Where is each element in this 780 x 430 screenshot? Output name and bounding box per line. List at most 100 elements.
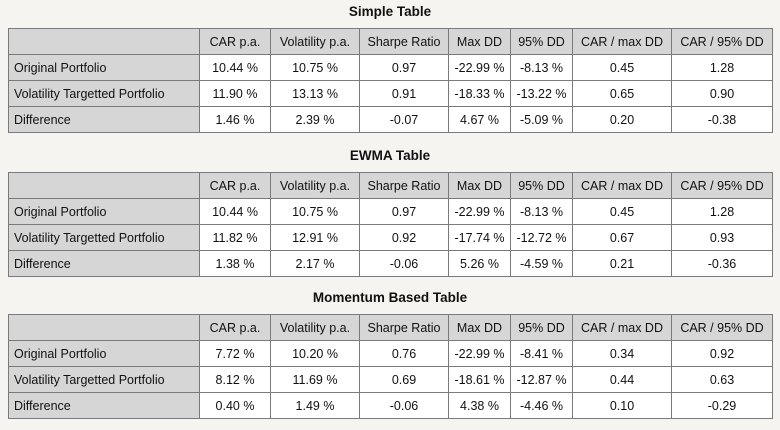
row-label: Original Portfolio — [8, 54, 200, 81]
table-cell: 0.92 — [671, 340, 773, 367]
column-header: Max DD — [448, 172, 511, 199]
column-header: CAR p.a. — [199, 28, 271, 55]
table-cell: 1.28 — [671, 54, 773, 81]
table-title: Simple Table — [348, 4, 432, 19]
table-row: Difference 1.46 % 2.39 % -0.07 4.67 % -5… — [8, 106, 773, 133]
row-label: Difference — [8, 106, 200, 133]
column-header: 95% DD — [510, 28, 573, 55]
table-cell: 0.63 — [671, 366, 773, 393]
table-cell: -0.38 — [671, 106, 773, 133]
column-header: Sharpe Ratio — [359, 172, 449, 199]
table-cell: 13.13 % — [270, 80, 360, 107]
table-row: Original Portfolio 7.72 % 10.20 % 0.76 -… — [8, 340, 773, 367]
table-cell: 1.28 — [671, 198, 773, 225]
simple-table: CAR p.a. Volatility p.a. Sharpe Ratio Ma… — [8, 28, 773, 133]
table-cell: -22.99 % — [448, 54, 511, 81]
corner-cell — [8, 314, 200, 341]
table-cell: 12.91 % — [270, 224, 360, 251]
table-cell: -0.07 — [359, 106, 449, 133]
column-header: CAR / 95% DD — [671, 314, 773, 341]
table-cell: -4.59 % — [510, 250, 573, 277]
column-header: Volatility p.a. — [270, 28, 360, 55]
table-cell: 0.21 — [572, 250, 672, 277]
table-cell: 10.44 % — [199, 54, 271, 81]
row-label: Volatility Targetted Portfolio — [8, 80, 200, 107]
table-cell: -0.06 — [359, 392, 449, 419]
table-cell: 2.17 % — [270, 250, 360, 277]
table-cell: 0.97 — [359, 54, 449, 81]
ewma-table: CAR p.a. Volatility p.a. Sharpe Ratio Ma… — [8, 172, 773, 277]
corner-cell — [8, 28, 200, 55]
column-header: CAR p.a. — [199, 314, 271, 341]
table-cell: 1.49 % — [270, 392, 360, 419]
table-cell: 2.39 % — [270, 106, 360, 133]
table-cell: 11.90 % — [199, 80, 271, 107]
table-row: Volatility Targetted Portfolio 11.90 % 1… — [8, 80, 773, 107]
column-header: Max DD — [448, 314, 511, 341]
table-cell: -8.41 % — [510, 340, 573, 367]
table-row: Volatility Targetted Portfolio 11.82 % 1… — [8, 224, 773, 251]
header-row: CAR p.a. Volatility p.a. Sharpe Ratio Ma… — [8, 314, 773, 341]
row-label: Original Portfolio — [8, 340, 200, 367]
column-header: Max DD — [448, 28, 511, 55]
table-cell: -0.36 — [671, 250, 773, 277]
table-cell: 0.40 % — [199, 392, 271, 419]
header-row: CAR p.a. Volatility p.a. Sharpe Ratio Ma… — [8, 172, 773, 199]
table-cell: 0.67 — [572, 224, 672, 251]
table-cell: 7.72 % — [199, 340, 271, 367]
table-row: Original Portfolio 10.44 % 10.75 % 0.97 … — [8, 198, 773, 225]
table-cell: -22.99 % — [448, 340, 511, 367]
header-row: CAR p.a. Volatility p.a. Sharpe Ratio Ma… — [8, 28, 773, 55]
momentum-table-section: Momentum Based Table CAR p.a. Volatility… — [8, 286, 773, 419]
column-header: Sharpe Ratio — [359, 314, 449, 341]
column-header: CAR p.a. — [199, 172, 271, 199]
table-title: Momentum Based Table — [312, 290, 468, 305]
simple-table-section: Simple Table CAR p.a. Volatility p.a. Sh… — [8, 0, 773, 133]
column-header: Volatility p.a. — [270, 172, 360, 199]
table-cell: 0.45 — [572, 54, 672, 81]
table-cell: -0.06 — [359, 250, 449, 277]
column-header: Sharpe Ratio — [359, 28, 449, 55]
table-cell: -12.72 % — [510, 224, 573, 251]
table-cell: -8.13 % — [510, 54, 573, 81]
table-cell: 0.44 — [572, 366, 672, 393]
table-cell: -12.87 % — [510, 366, 573, 393]
table-cell: -5.09 % — [510, 106, 573, 133]
table-row: Difference 1.38 % 2.17 % -0.06 5.26 % -4… — [8, 250, 773, 277]
column-header: CAR / max DD — [572, 314, 672, 341]
table-cell: 10.75 % — [270, 198, 360, 225]
table-cell: 0.34 — [572, 340, 672, 367]
table-cell: 8.12 % — [199, 366, 271, 393]
ewma-table-section: EWMA Table CAR p.a. Volatility p.a. Shar… — [8, 144, 773, 277]
table-cell: 0.69 — [359, 366, 449, 393]
table-cell: 0.20 — [572, 106, 672, 133]
table-cell: -4.46 % — [510, 392, 573, 419]
table-cell: 0.91 — [359, 80, 449, 107]
column-header: CAR / max DD — [572, 28, 672, 55]
momentum-table: CAR p.a. Volatility p.a. Sharpe Ratio Ma… — [8, 314, 773, 419]
table-cell: -13.22 % — [510, 80, 573, 107]
table-cell: 10.20 % — [270, 340, 360, 367]
row-label: Volatility Targetted Portfolio — [8, 366, 200, 393]
column-header: CAR / 95% DD — [671, 172, 773, 199]
corner-cell — [8, 172, 200, 199]
table-cell: 0.93 — [671, 224, 773, 251]
table-cell: 1.46 % — [199, 106, 271, 133]
table-row: Difference 0.40 % 1.49 % -0.06 4.38 % -4… — [8, 392, 773, 419]
table-cell: 11.69 % — [270, 366, 360, 393]
table-cell: 5.26 % — [448, 250, 511, 277]
table-title: EWMA Table — [349, 148, 431, 163]
table-cell: 1.38 % — [199, 250, 271, 277]
table-row: Original Portfolio 10.44 % 10.75 % 0.97 … — [8, 54, 773, 81]
table-cell: -0.29 — [671, 392, 773, 419]
table-cell: 4.38 % — [448, 392, 511, 419]
table-cell: 0.45 — [572, 198, 672, 225]
row-label: Difference — [8, 250, 200, 277]
table-cell: 0.90 — [671, 80, 773, 107]
column-header: CAR / max DD — [572, 172, 672, 199]
table-cell: -18.33 % — [448, 80, 511, 107]
column-header: Volatility p.a. — [270, 314, 360, 341]
column-header: CAR / 95% DD — [671, 28, 773, 55]
table-cell: 0.76 — [359, 340, 449, 367]
